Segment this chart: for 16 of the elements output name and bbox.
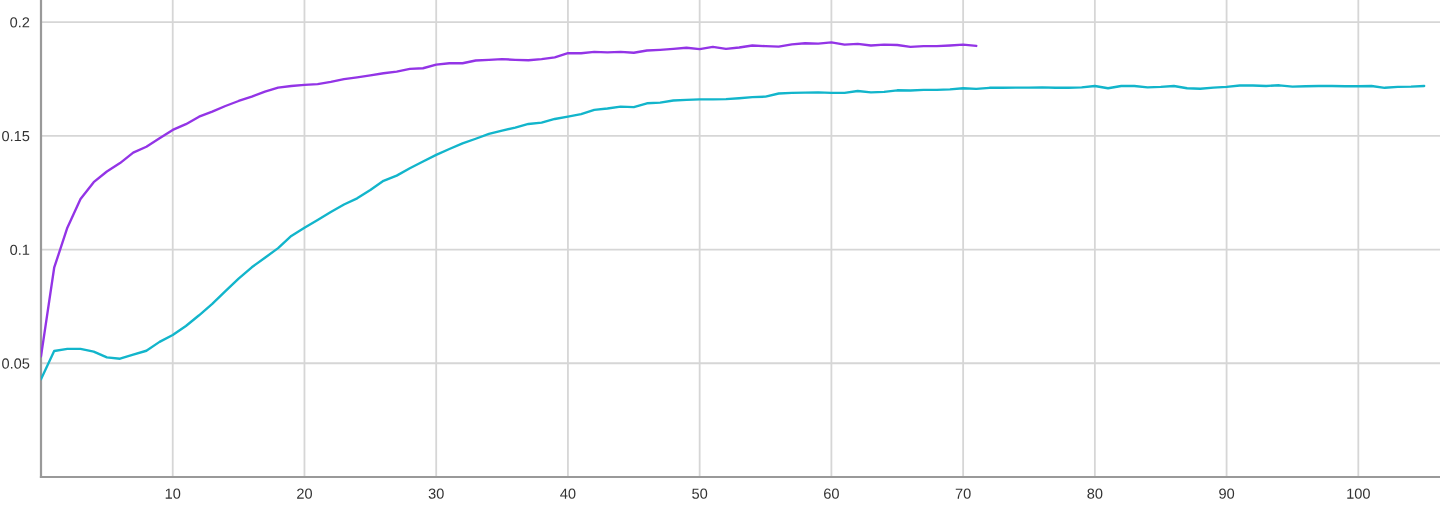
y-tick-label: 0.15 [2,130,30,142]
x-tick-label: 60 [824,488,839,499]
line-series [41,41,978,358]
x-tick-label: 10 [165,488,181,499]
y-tick-label: 0.05 [2,358,30,369]
x-tick-label: 70 [955,488,971,499]
x-tick-label: 100 [1347,488,1370,499]
x-tick-label: 90 [1219,488,1235,499]
x-tick-label: 80 [1087,488,1103,499]
x-tick-label: 50 [692,488,708,499]
x-tick-label: 40 [560,488,576,499]
y-tick-label: 0.1 [10,244,30,255]
x-tick-label: 30 [428,488,444,499]
x-tick-label: 20 [297,488,313,499]
line-series [41,84,1426,381]
y-tick-label: 0.2 [10,17,30,28]
